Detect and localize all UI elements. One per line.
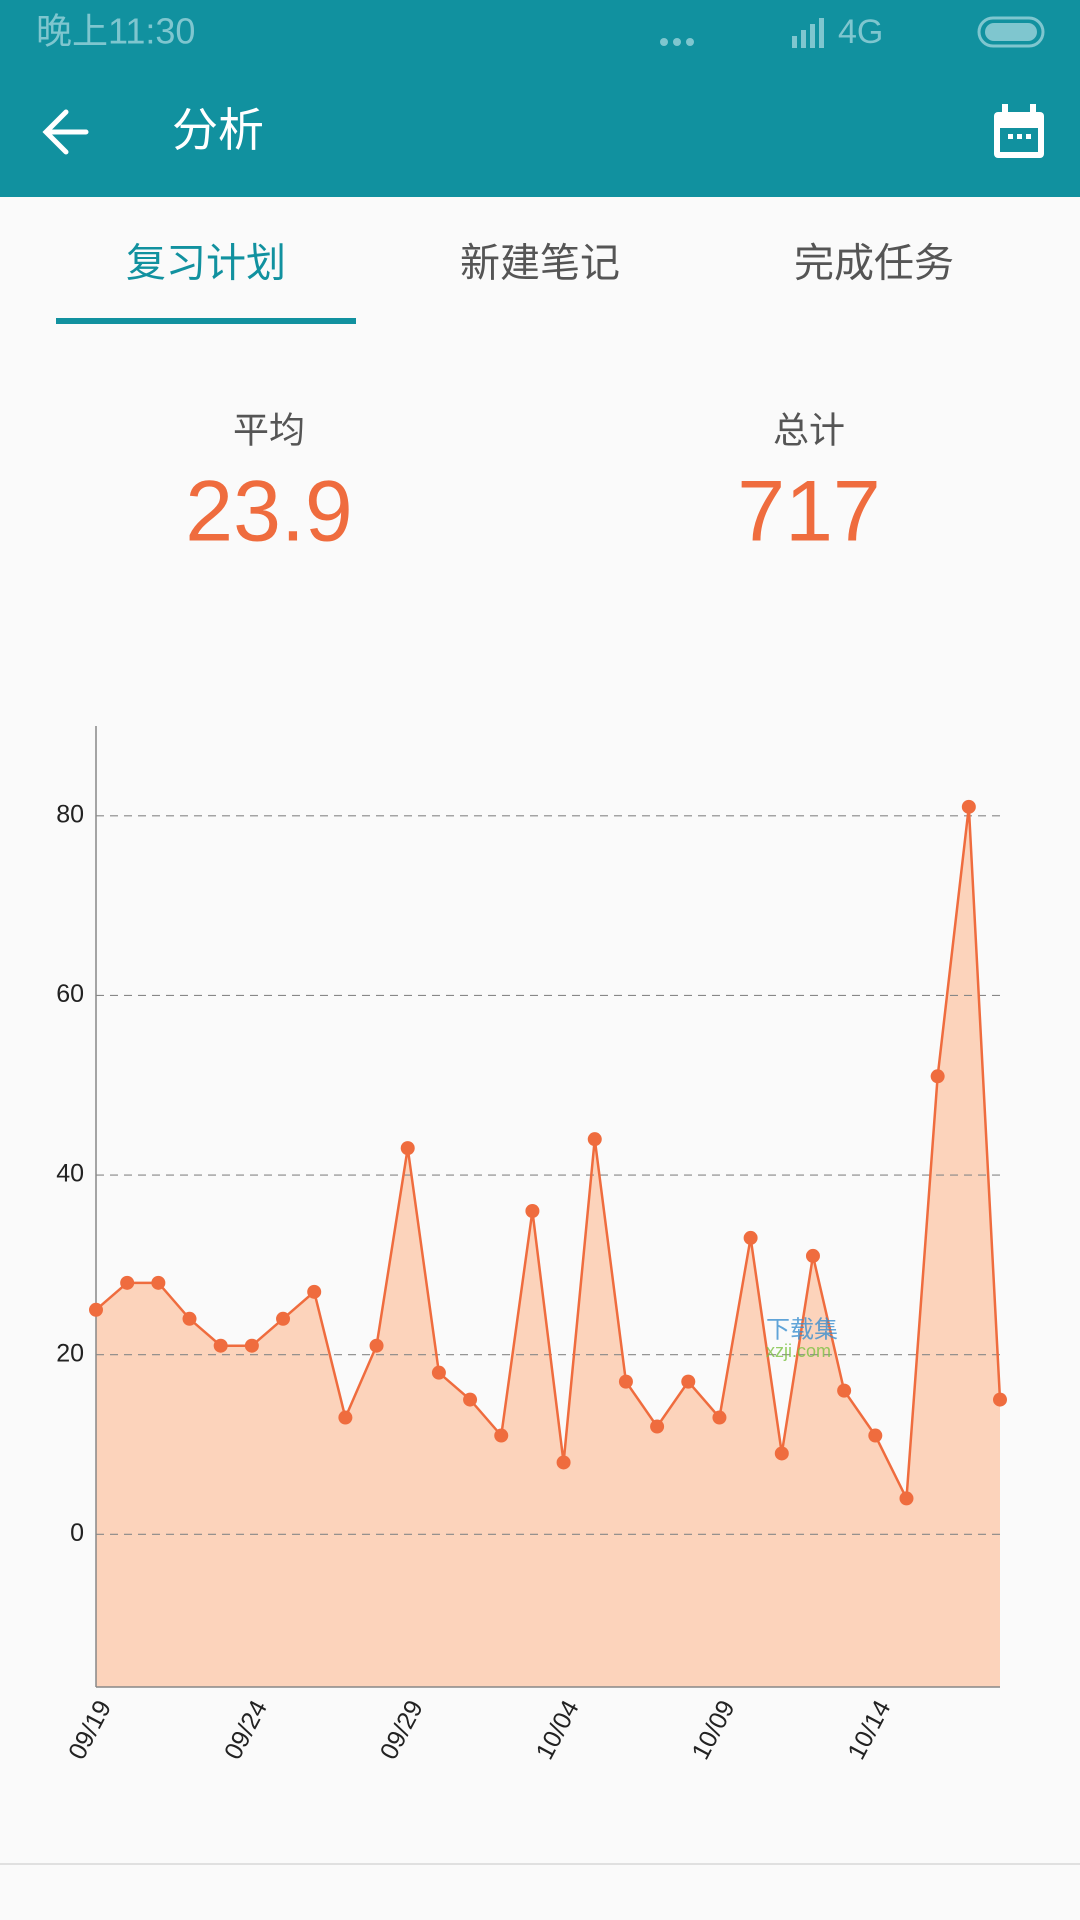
point: [89, 1302, 103, 1317]
stat-label: 平均: [233, 410, 305, 451]
x-tick-label: 09/24: [219, 1696, 273, 1764]
point: [774, 1446, 789, 1461]
app-bar-bg: [0, 0, 1080, 197]
point: [120, 1275, 135, 1290]
x-tick-label: 09/19: [63, 1696, 117, 1764]
tab[interactable]: 新建笔记: [460, 242, 620, 286]
stat-value: 23.9: [185, 464, 352, 560]
status-network: 4G: [838, 13, 883, 51]
point: [837, 1383, 852, 1398]
point: [805, 1248, 820, 1263]
status-time: 晚上11:30: [36, 11, 195, 52]
point: [182, 1311, 197, 1326]
back-button[interactable]: [42, 109, 89, 155]
point: [525, 1203, 540, 1218]
point: [400, 1141, 415, 1156]
point: [151, 1275, 166, 1290]
watermark: xzji.com: [766, 1341, 831, 1361]
point: [276, 1311, 291, 1326]
y-tick-label: 20: [56, 1339, 84, 1367]
x-tick-label: 09/29: [375, 1696, 429, 1764]
point: [338, 1410, 353, 1425]
point: [463, 1392, 478, 1407]
point: [868, 1428, 883, 1443]
point: [494, 1428, 509, 1443]
y-tick-label: 40: [56, 1160, 84, 1188]
point: [556, 1455, 571, 1470]
point: [369, 1338, 384, 1353]
point: [244, 1338, 259, 1353]
point: [650, 1419, 665, 1434]
watermark: 下载集: [766, 1316, 838, 1343]
stat-value: 717: [737, 464, 881, 560]
point: [681, 1374, 696, 1389]
x-tick-label: 10/09: [686, 1696, 740, 1764]
tab-indicator: [56, 318, 356, 324]
point: [587, 1132, 602, 1147]
y-tick-label: 60: [56, 980, 84, 1008]
y-tick-label: 80: [56, 800, 84, 828]
point: [743, 1230, 758, 1245]
stat-label: 总计: [773, 410, 845, 451]
status-icons: [660, 16, 1045, 48]
point: [712, 1410, 727, 1425]
point: [213, 1338, 228, 1353]
tab[interactable]: 复习计划: [126, 242, 286, 286]
point: [993, 1392, 1007, 1407]
app-title: 分析: [172, 104, 264, 156]
point: [618, 1374, 633, 1389]
area: [96, 806, 1000, 1687]
x-tick-label: 10/14: [842, 1696, 896, 1764]
calendar-button[interactable]: [994, 104, 1044, 158]
point: [307, 1284, 322, 1299]
x-tick-label: 10/04: [531, 1696, 585, 1764]
point: [961, 799, 976, 814]
point: [431, 1365, 446, 1380]
point: [899, 1491, 914, 1506]
y-tick-label: 0: [70, 1519, 84, 1547]
point: [930, 1069, 945, 1084]
tab[interactable]: 完成任务: [794, 242, 954, 286]
